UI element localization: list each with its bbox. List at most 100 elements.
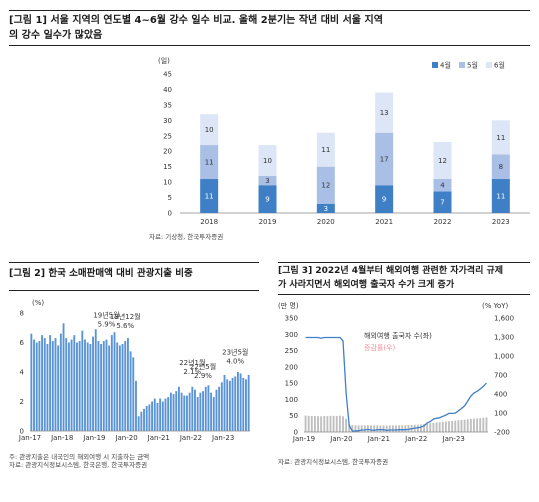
figure1-source: 자료: 기상청, 한국투자증권	[149, 233, 224, 241]
bar	[175, 391, 178, 431]
y-tick-label: 5	[168, 194, 172, 202]
data-label: 11	[205, 193, 214, 201]
data-label: 17	[380, 155, 389, 163]
bar	[78, 341, 81, 431]
bar	[108, 345, 111, 431]
bar-segment-4월	[433, 191, 452, 213]
growth-bar	[444, 421, 447, 432]
growth-bar	[335, 416, 338, 432]
x-tick-label: 2018	[200, 218, 218, 226]
bar	[177, 386, 180, 431]
growth-bar	[426, 423, 429, 432]
legend-label-bar: 증감률(우)	[364, 344, 395, 352]
legend-label-line: 해외여행 출국자 수(좌)	[364, 331, 432, 340]
growth-bar	[451, 420, 454, 432]
figure2-source: 자료: 관광지식정보시스템, 한국은행, 한국투자증권	[9, 461, 148, 469]
figure2-title: [그림 2] 한국 소매판매액 대비 관광지출 비중	[9, 268, 193, 279]
bar	[43, 338, 46, 431]
y-right-tick-label: 1,600	[494, 315, 514, 323]
bar-segment-5월	[258, 175, 277, 186]
bar	[46, 343, 49, 431]
growth-bar	[476, 418, 479, 432]
bar	[202, 391, 204, 431]
outbound-travelers-line	[305, 336, 487, 432]
bar	[126, 338, 129, 431]
bar	[167, 397, 170, 431]
growth-bar	[454, 420, 457, 432]
bar	[204, 386, 207, 431]
y-tick-label: 45	[163, 71, 172, 79]
annotation-value: 5.6%	[116, 322, 134, 330]
bar-segment-5월	[375, 132, 394, 186]
growth-bar	[370, 425, 372, 432]
bar	[67, 342, 70, 431]
bar	[57, 345, 60, 431]
bar	[242, 377, 245, 431]
legend-swatch	[486, 62, 492, 68]
y-tick-label: 0	[168, 210, 172, 218]
data-label: 13	[380, 109, 389, 117]
bar	[100, 343, 103, 431]
growth-bar	[398, 425, 401, 432]
bar	[33, 339, 35, 431]
bar	[207, 385, 210, 431]
bar	[137, 416, 140, 431]
y-tick-label: 10	[163, 179, 172, 187]
x-tick-label: 2022	[434, 218, 452, 226]
bar	[234, 376, 237, 431]
figure3-source: 자료: 관광지식정보시스템, 한국투자증권	[278, 458, 389, 466]
growth-bar	[332, 415, 335, 432]
growth-bar	[338, 415, 341, 432]
bar-segment-4월	[491, 179, 510, 213]
bar	[191, 386, 194, 431]
bar	[116, 342, 119, 431]
annotation-date: 19년12월	[110, 312, 141, 321]
annotation-date: 22년5월	[190, 362, 216, 371]
bar	[236, 372, 239, 431]
figure2-title-rule	[9, 290, 259, 291]
data-label: 11	[496, 134, 505, 142]
growth-bar	[304, 415, 307, 432]
growth-bar	[429, 423, 432, 432]
y-right-tick-label: 1,000	[494, 353, 514, 361]
bar	[97, 341, 100, 431]
data-label: 11	[321, 146, 330, 154]
growth-bar	[307, 415, 310, 432]
y-tick-label: 8	[20, 310, 24, 318]
bar	[110, 335, 113, 431]
bar	[54, 338, 57, 431]
x-tick-label: 2021	[375, 218, 393, 226]
bar	[161, 401, 164, 431]
bar	[180, 392, 183, 431]
x-tick-label: Jan-23	[211, 434, 234, 442]
bar	[199, 392, 202, 431]
bar	[62, 323, 65, 431]
x-tick-label: 2020	[317, 218, 335, 226]
bar	[105, 339, 108, 431]
bar	[92, 336, 94, 431]
legend-swatch	[459, 62, 465, 68]
bar	[172, 394, 175, 431]
y-right-tick-label: 400	[494, 391, 507, 399]
growth-bar	[317, 416, 319, 432]
bar	[124, 341, 127, 431]
figure1-title-rule	[9, 45, 530, 46]
growth-bar	[357, 425, 360, 432]
growth-bar	[482, 417, 485, 432]
data-label: 11	[496, 193, 505, 201]
bar-segment-6월	[200, 114, 219, 146]
figure3-combo-chart: (만 명) (% YoY) 0 50 100 150 200 250 300 350 -200 100…	[278, 301, 514, 443]
growth-bar	[441, 421, 444, 432]
bar	[228, 380, 231, 431]
bar	[145, 405, 148, 431]
growth-bar	[401, 425, 404, 432]
x-tick-label: Jan-19	[292, 435, 315, 443]
growth-bar	[391, 425, 394, 432]
bar	[73, 335, 76, 431]
bar-segment-6월	[491, 120, 510, 155]
growth-bar	[345, 418, 348, 432]
data-label: 3	[324, 205, 328, 213]
x-tick-label: Jan-20	[329, 435, 352, 443]
figure2-top-rule	[9, 262, 259, 263]
data-label: 12	[438, 157, 447, 165]
